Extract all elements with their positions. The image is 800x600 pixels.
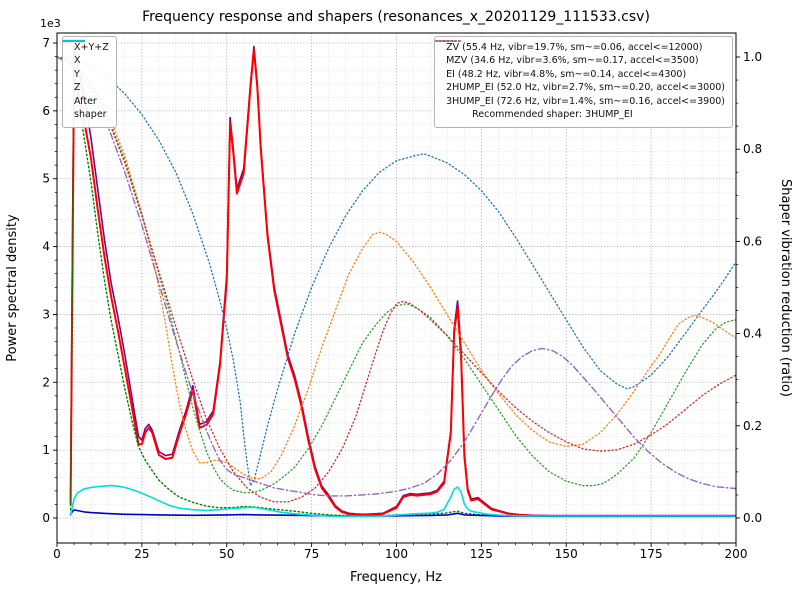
series-psd-after-shaper: [69, 484, 736, 517]
legend-entry-mzv: MZV (34.6 Hz, vibr=3.6%, sm~=0.17, accel…: [435, 40, 725, 67]
series-shaper-zv: [57, 56, 736, 487]
y-right-tick-label: 0.2: [743, 419, 762, 433]
legend-entry-z: Z: [63, 40, 109, 94]
y-right-tick-label: 0.6: [743, 234, 762, 248]
legend-entry-x: X: [63, 39, 109, 67]
chart-title: Frequency response and shapers (resonanc…: [142, 9, 650, 25]
y-left-tick-label: 4: [42, 240, 50, 254]
y-axis-label-left: Power spectral density: [5, 214, 20, 362]
legend-label: EI (48.2 Hz, vibr=4.8%, sm~=0.14, accel<…: [446, 68, 687, 80]
x-tick-label: 175: [640, 547, 663, 561]
legend-label: Z: [74, 82, 81, 94]
x-tick-label: 0: [53, 547, 61, 561]
series-psd-y: [69, 69, 736, 517]
axes-layer: 0 25 50 75 100 125 150 175 200 0 1 2 3 4 5 6 7 0.0 0.2 0.4 0…: [42, 36, 762, 561]
legend-entry-ei: EI (48.2 Hz, vibr=4.8%, sm~=0.14, accel<…: [435, 40, 725, 81]
legend-entry-zv: ZV (55.4 Hz, vibr=19.7%, sm~=0.06, accel…: [435, 40, 725, 54]
y-right-tick-label: 1.0: [743, 50, 762, 64]
axis-offset-label: 1e3: [40, 17, 61, 30]
legend-entry-after-shaper: After shaper: [63, 40, 109, 122]
x-tick-label: 125: [470, 547, 493, 561]
recommended-shaper-text: Recommended shaper: 3HUMP_EI: [472, 109, 633, 121]
x-axis-label: Frequency, Hz: [350, 570, 442, 585]
series-shaper-3hump-ei: [57, 56, 736, 497]
legend-entry-y: Y: [63, 40, 109, 81]
x-tick-label: 100: [385, 547, 408, 561]
legend-label: MZV (34.6 Hz, vibr=3.6%, sm~=0.17, accel…: [446, 55, 699, 67]
legend-label: After shaper: [74, 95, 107, 121]
legend-label: X: [74, 55, 81, 67]
y-left-tick-label: 0: [42, 511, 50, 525]
x-tick-label: 150: [555, 547, 578, 561]
y-right-tick-label: 0.4: [743, 327, 762, 341]
y-left-tick-label: 2: [42, 375, 50, 389]
y-left-tick-label: 6: [42, 104, 50, 118]
legend-label: 2HUMP_EI (52.0 Hz, vibr=2.7%, sm~=0.20, …: [446, 82, 725, 94]
legend-shapers: ZV (55.4 Hz, vibr=19.7%, sm~=0.06, accel…: [434, 36, 733, 128]
y-left-tick-label: 3: [42, 307, 50, 321]
series-shaper-mzv: [57, 56, 736, 480]
x-tick-label: 75: [304, 547, 319, 561]
legend-entry-2hump-ei: 2HUMP_EI (52.0 Hz, vibr=2.7%, sm~=0.20, …: [435, 40, 725, 94]
legend-entry-recommendation: Recommended shaper: 3HUMP_EI: [441, 108, 725, 121]
legend-label: ZV (55.4 Hz, vibr=19.7%, sm~=0.06, accel…: [446, 42, 703, 53]
x-tick-label: 25: [134, 547, 149, 561]
legend-label: Y: [74, 68, 80, 80]
y-left-tick-label: 7: [42, 36, 50, 50]
series-shaper-ei: [57, 56, 736, 494]
y-left-tick-label: 1: [42, 443, 50, 457]
legend-label: 3HUMP_EI (72.6 Hz, vibr=1.4%, sm~=0.16, …: [446, 95, 725, 107]
curves-layer: [57, 45, 736, 518]
y-left-tick-label: 5: [42, 172, 50, 186]
legend-label: X+Y+Z: [74, 42, 109, 53]
x-tick-label: 200: [725, 547, 748, 561]
legend-psd: X+Y+Z X Y Z After shaper: [62, 36, 117, 128]
legend-entry-3hump-ei: 3HUMP_EI (72.6 Hz, vibr=1.4%, sm~=0.16, …: [435, 40, 725, 108]
y-axis-label-right: Shaper vibration reduction (ratio): [778, 179, 793, 397]
y-right-tick-label: 0.8: [743, 142, 762, 156]
grid-layer: [56, 33, 737, 543]
x-tick-label: 50: [219, 547, 234, 561]
y-right-tick-label: 0.0: [743, 511, 762, 525]
